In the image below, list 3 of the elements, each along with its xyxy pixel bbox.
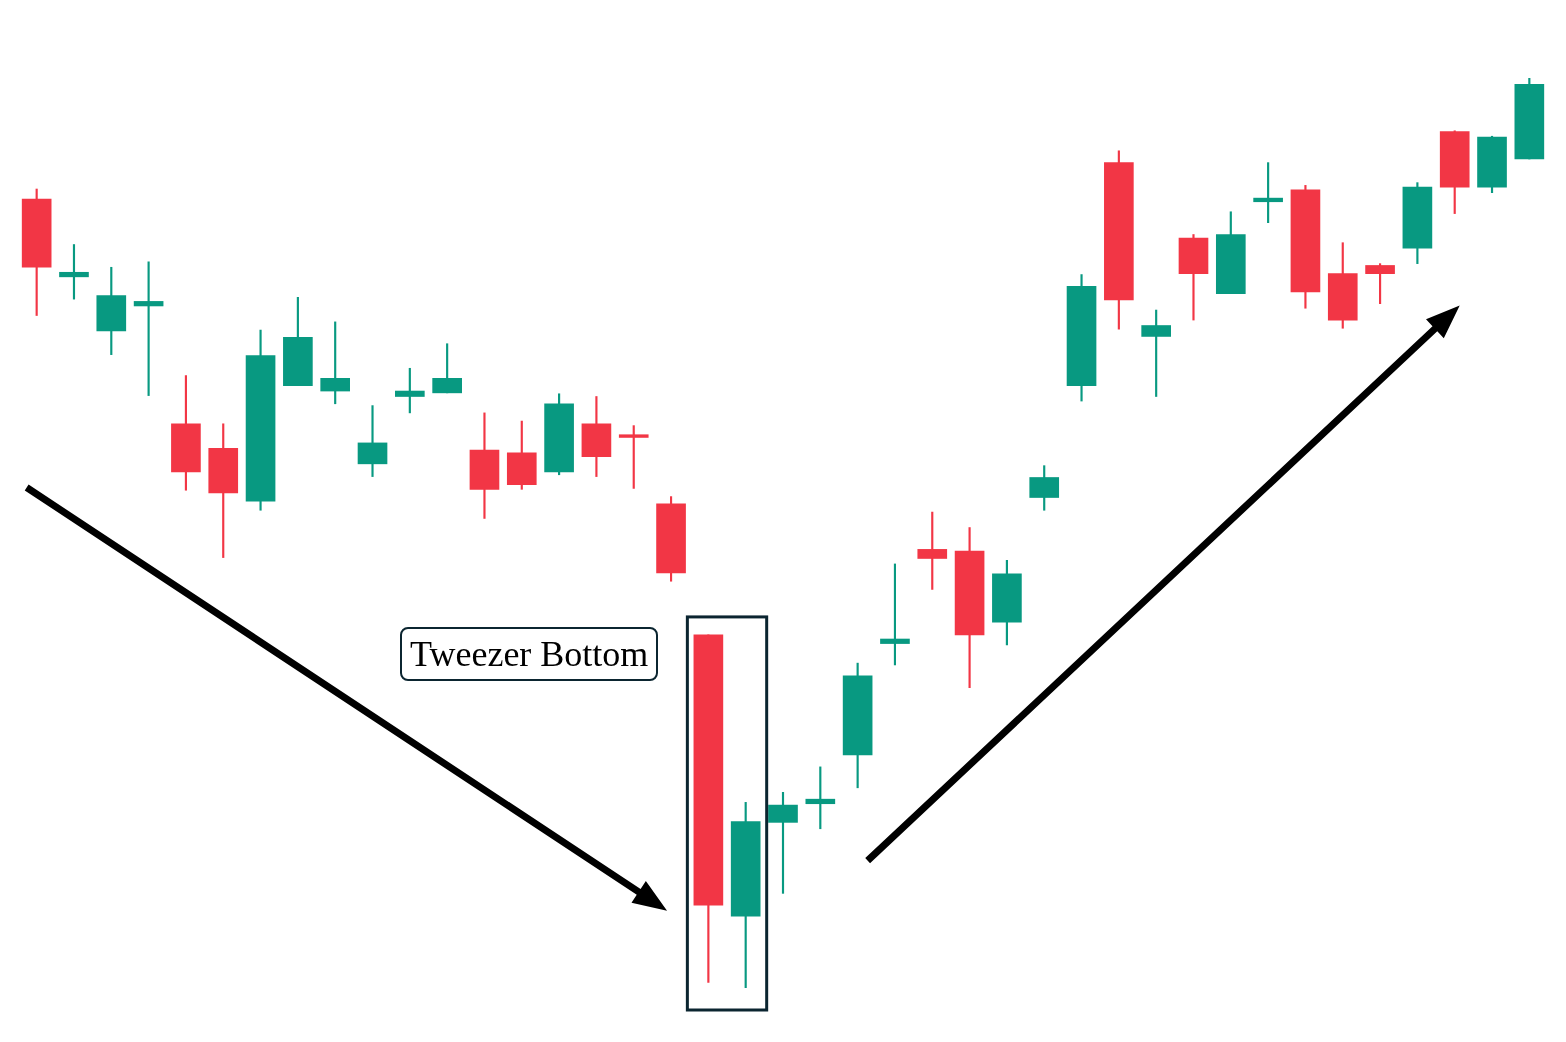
candlestick <box>133 261 164 396</box>
candlestick <box>357 405 388 477</box>
annotation: Tweezer Bottom <box>399 626 659 681</box>
